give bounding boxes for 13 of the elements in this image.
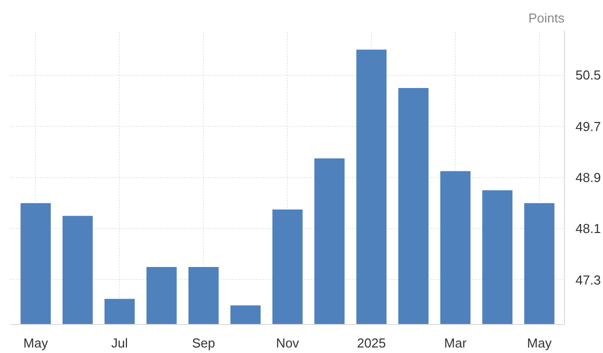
- y-tick-label: 50.5: [576, 68, 601, 83]
- y-tick-label: 47.3: [576, 272, 601, 288]
- y-tick-label: 48.9: [576, 170, 601, 185]
- x-tick-label: Nov: [276, 336, 300, 350]
- x-tick-label: May: [23, 336, 48, 350]
- x-tick-label: Sep: [192, 336, 216, 350]
- x-tick-label: Mar: [444, 336, 468, 350]
- x-tick-label: May: [527, 336, 552, 350]
- y-tick-label: 48.1: [576, 221, 601, 236]
- y-axis-title: Points: [528, 10, 565, 26]
- x-tick-label: Jul: [111, 336, 128, 350]
- y-tick-label: 49.7: [576, 118, 601, 134]
- x-tick-label: 2025: [356, 336, 386, 350]
